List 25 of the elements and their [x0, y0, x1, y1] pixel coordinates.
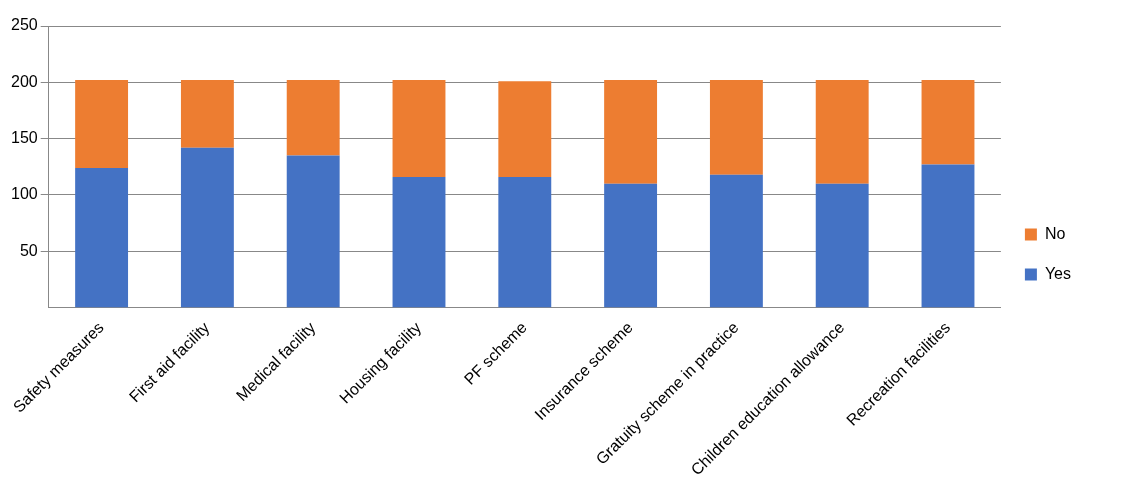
bar	[921, 164, 975, 308]
y-tick-label: 100	[10, 185, 38, 203]
bar	[604, 183, 658, 308]
bar	[392, 80, 446, 177]
bar	[709, 80, 763, 175]
y-tick-label: 250	[10, 16, 38, 34]
bar	[498, 81, 552, 177]
bar	[921, 80, 975, 165]
bar	[286, 80, 340, 156]
bar	[392, 176, 446, 308]
y-tick-label: 200	[10, 72, 38, 90]
bar	[604, 80, 658, 184]
y-tick-label: 50	[19, 241, 38, 259]
bar	[286, 155, 340, 308]
y-tick-label: 150	[10, 129, 38, 147]
bar	[815, 183, 869, 308]
bar	[180, 147, 234, 308]
bar	[498, 176, 552, 308]
bar	[180, 80, 234, 148]
legend-label: Yes	[1044, 264, 1072, 282]
bar	[815, 80, 869, 184]
bar	[75, 80, 129, 168]
bar	[75, 167, 129, 308]
bar	[709, 174, 763, 308]
legend-label: No	[1044, 224, 1066, 242]
